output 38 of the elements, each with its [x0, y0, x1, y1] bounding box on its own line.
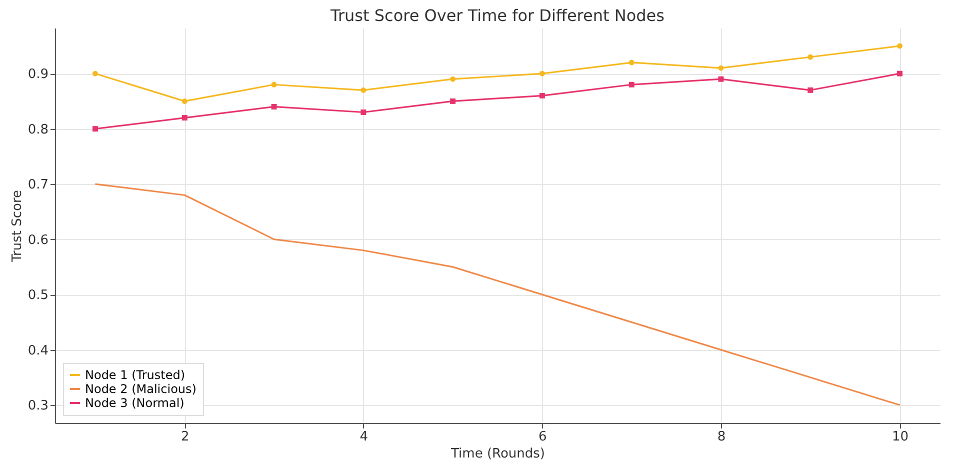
y-tick-label: 0.4 [28, 343, 48, 358]
point [539, 92, 545, 98]
y-tick-label: 0.3 [28, 398, 48, 414]
x-tick-label: 4 [360, 430, 368, 444]
point [360, 110, 366, 115]
point [271, 82, 277, 88]
legend-label: Node 1 (Trusted) [85, 368, 186, 382]
point [718, 65, 724, 71]
x-tick-label: 2 [180, 430, 190, 444]
point [92, 126, 98, 132]
point [718, 76, 724, 82]
point [628, 82, 634, 88]
point [897, 70, 903, 76]
y-axis-title: Trust Score [10, 190, 25, 264]
point [182, 98, 188, 104]
legend-label: Node 2 (Malicious) [85, 382, 196, 396]
point [450, 76, 456, 82]
point [808, 87, 814, 93]
x-tick-label: 8 [717, 430, 726, 444]
chart-title: Trust Score Over Time for Different Nodes [330, 6, 664, 25]
point [808, 54, 814, 60]
legend-label: Node 3 (Normal) [85, 396, 184, 410]
point [360, 87, 366, 93]
y-tick-label: 0.5 [28, 288, 48, 304]
point [539, 70, 545, 76]
x-axis-title: Time (Rounds) [450, 446, 545, 462]
y-tick-label: 0.6 [28, 232, 48, 248]
x-tick-label: 10 [892, 430, 909, 444]
point [182, 115, 188, 121]
point [92, 70, 98, 76]
x-tick-label: 6 [538, 430, 547, 444]
point [271, 104, 277, 110]
point [450, 98, 456, 104]
point [897, 43, 903, 49]
y-tick-label: 0.7 [28, 178, 48, 193]
point [628, 60, 634, 66]
y-tick-label: 0.8 [28, 122, 48, 138]
y-tick-label: 0.9 [28, 67, 48, 82]
